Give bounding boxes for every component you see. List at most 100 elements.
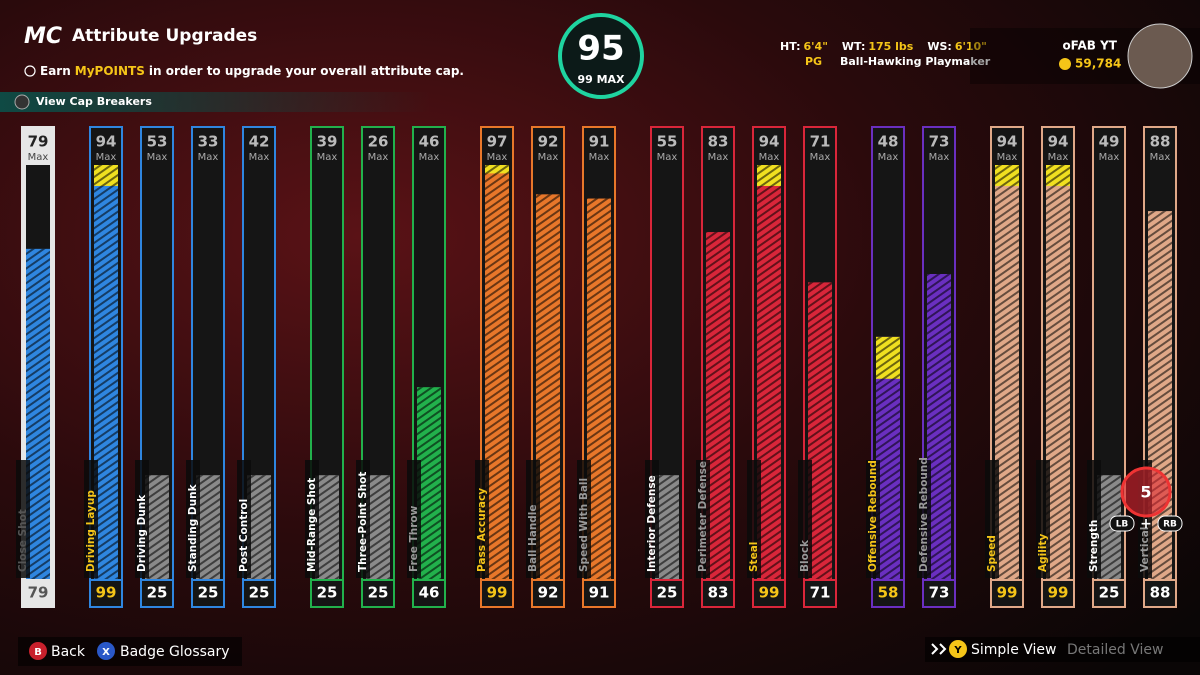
max-label: Max <box>419 152 440 163</box>
attribute-value: 25 <box>147 584 168 602</box>
value-box <box>650 579 684 608</box>
archetype: Ball-Hawking Playmaker <box>840 55 991 68</box>
value-box <box>140 579 174 608</box>
attribute-name: Offensive Rebound <box>867 460 879 572</box>
attribute-value: 92 <box>538 584 559 602</box>
attribute-name: Agility <box>1037 534 1049 572</box>
value-box <box>803 579 837 608</box>
plus: + <box>1140 516 1152 532</box>
name-tab <box>356 460 370 578</box>
b-button[interactable] <box>29 642 47 660</box>
cap-value: 94 <box>96 133 117 151</box>
max-label: Max <box>368 152 389 163</box>
attribute-name: Strength <box>1088 520 1100 572</box>
attribute-value: 88 <box>1150 584 1171 602</box>
value-box <box>21 579 55 608</box>
y-button[interactable] <box>949 640 967 658</box>
attribute-value: 99 <box>759 584 780 602</box>
attribute-value: 83 <box>708 584 729 602</box>
cap-value: 79 <box>28 133 49 151</box>
x-button[interactable] <box>97 642 115 660</box>
value-box <box>990 579 1024 608</box>
max-label: Max <box>249 152 270 163</box>
lb-pill <box>1109 515 1135 532</box>
attribute-name: Standing Dunk <box>187 483 199 572</box>
attribute-name: Block <box>799 539 811 572</box>
name-tab <box>16 460 30 578</box>
info-icon <box>24 65 36 77</box>
attribute-name: Interior Defense <box>646 475 658 572</box>
attribute-value: 71 <box>810 584 831 602</box>
footer-right <box>925 637 1200 662</box>
cap-value: 91 <box>589 133 610 151</box>
info-highlight: MyPOINTS <box>75 64 145 78</box>
attribute-value: 99 <box>487 584 508 602</box>
vc: 59,784 <box>1075 57 1121 71</box>
value-box <box>310 579 344 608</box>
glossary[interactable]: Badge Glossary <box>120 644 230 660</box>
attribute-value: 79 <box>28 584 49 602</box>
overall-badge <box>558 13 644 99</box>
cap-breakers-bar[interactable] <box>0 92 430 112</box>
max-label: Max <box>929 152 950 163</box>
name-tab <box>577 460 591 578</box>
attribute-value: 91 <box>589 584 610 602</box>
detailed-view[interactable]: Detailed View <box>1067 642 1163 658</box>
max-label: Max <box>1048 152 1069 163</box>
rb-pill <box>1157 515 1183 532</box>
name-tab <box>305 460 319 578</box>
attribute-name: Perimeter Defense <box>697 461 709 572</box>
cap-value: 73 <box>929 133 950 151</box>
name-tab <box>985 460 999 578</box>
height: 6'4" <box>804 40 828 53</box>
value-box <box>1041 579 1075 608</box>
name-tab <box>798 460 812 578</box>
name-tab <box>135 460 149 578</box>
max-label: Max <box>96 152 117 163</box>
points: 5 <box>1140 483 1151 502</box>
button-icon <box>14 94 30 110</box>
cap-value: 55 <box>657 133 678 151</box>
cap-value: 33 <box>198 133 219 151</box>
name-tab <box>866 460 880 578</box>
value-box <box>531 579 565 608</box>
info-text: Earn MyPOINTS in order to upgrade your ove… <box>40 64 464 78</box>
rb: RB <box>1163 520 1177 530</box>
x-label: X <box>102 647 110 658</box>
simple-view[interactable]: Simple View <box>971 642 1056 658</box>
avatar <box>1127 23 1193 89</box>
attribute-value: 25 <box>368 584 389 602</box>
cap-value: 49 <box>1099 133 1120 151</box>
back[interactable]: Back <box>51 644 86 660</box>
max-label: Max <box>538 152 559 163</box>
footer-left <box>18 637 242 666</box>
max-label: Max <box>708 152 729 163</box>
attribute-value: 99 <box>96 584 117 602</box>
attribute-value: 25 <box>198 584 219 602</box>
name-tab <box>747 460 761 578</box>
max-label: Max <box>1150 152 1171 163</box>
title: Attribute Upgrades <box>72 26 257 46</box>
attribute-value: 99 <box>997 584 1018 602</box>
cap-value: 94 <box>997 133 1018 151</box>
cap-breakers[interactable]: View Cap Breakers <box>36 95 152 108</box>
value-box <box>701 579 735 608</box>
logo: MC <box>24 24 62 49</box>
attribute-name: Driving Layup <box>85 490 97 572</box>
attribute-value: 58 <box>878 584 899 602</box>
name-tab <box>917 460 931 578</box>
max-label: Max <box>997 152 1018 163</box>
attribute-name: Free Throw <box>408 505 420 572</box>
value-box <box>922 579 956 608</box>
cap-value: 94 <box>759 133 780 151</box>
value-box <box>1143 579 1177 608</box>
vc-icon <box>1059 58 1071 70</box>
label: HT: <box>780 40 801 53</box>
attribute-name: Defensive Rebound <box>918 457 930 572</box>
attribute-value: 25 <box>317 584 338 602</box>
label: WS: <box>927 40 951 53</box>
attribute-name: Three-Point Shot <box>357 472 369 572</box>
attribute-value: 46 <box>419 584 440 602</box>
cap-value: 53 <box>147 133 168 151</box>
